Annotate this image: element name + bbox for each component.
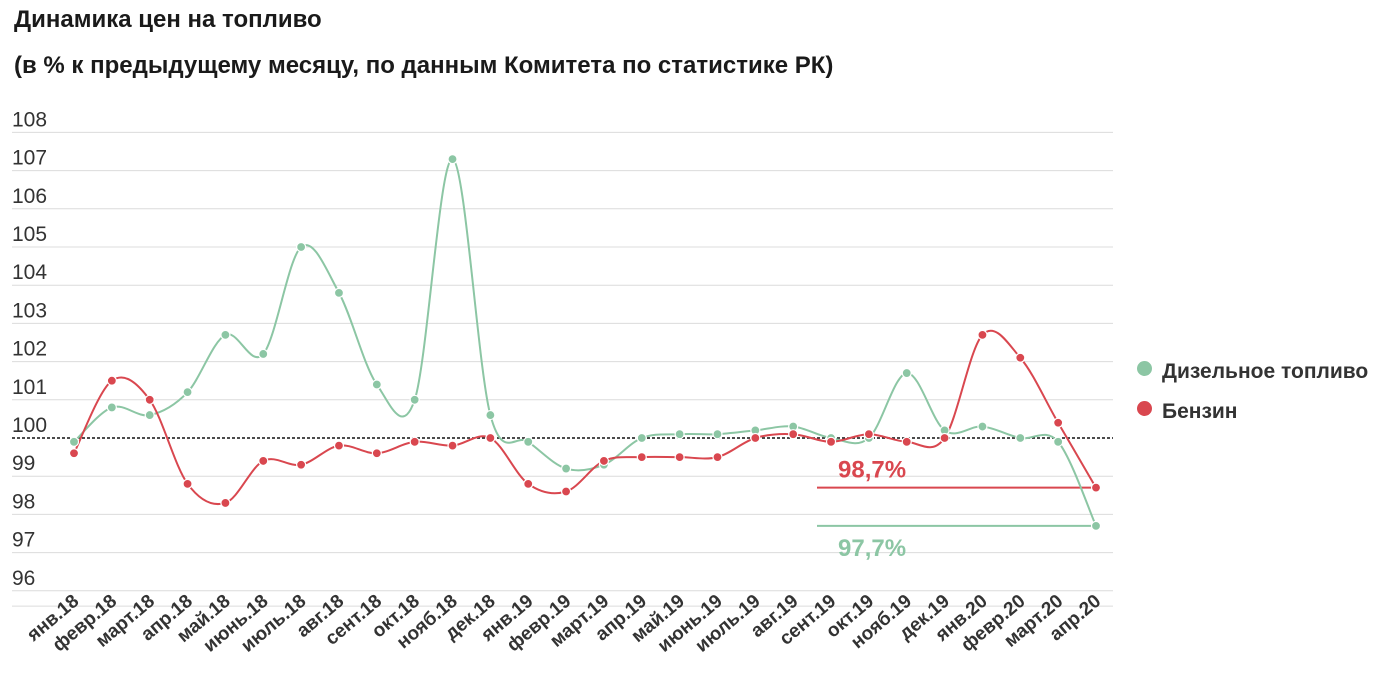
legend-diesel-marker [1137, 361, 1152, 376]
data-point-petrol [825, 436, 837, 447]
data-point-petrol [1053, 417, 1064, 428]
data-point-diesel [68, 436, 80, 447]
data-point-petrol [1090, 482, 1102, 493]
y-tick-label-103: 103 [12, 299, 47, 322]
data-point-diesel [371, 379, 382, 390]
legend-item-diesel: Дизельное топливо [1137, 360, 1368, 384]
data-point-diesel [182, 387, 193, 398]
y-tick-label-104: 104 [12, 261, 47, 284]
data-point-petrol [560, 486, 572, 497]
chart-subtitle: (в % к предыдущему месяцу, по данным Ком… [14, 52, 834, 79]
data-point-diesel [220, 329, 231, 340]
data-point-petrol [144, 394, 155, 405]
y-tick-label-96: 96 [12, 567, 35, 590]
legend-petrol-label: Бензин [1162, 400, 1238, 423]
series-line-petrol [73, 329, 1097, 505]
data-point-petrol [106, 375, 117, 386]
data-point-petrol [447, 440, 458, 451]
y-tick-label-105: 105 [12, 223, 47, 246]
data-point-petrol [409, 436, 420, 447]
data-point-petrol [68, 448, 80, 459]
data-point-diesel [144, 409, 155, 421]
data-point-diesel [712, 429, 723, 440]
data-point-diesel [636, 432, 647, 444]
data-point-petrol [371, 448, 382, 459]
data-point-diesel [106, 402, 117, 413]
annotation-label-diesel: 97,7% [838, 535, 906, 562]
data-point-diesel [523, 436, 534, 447]
data-point-petrol [1015, 352, 1026, 363]
series-line-diesel [73, 158, 1097, 527]
y-tick-label-106: 106 [12, 185, 47, 208]
y-tick-label-101: 101 [12, 376, 47, 399]
data-point-diesel [1090, 520, 1102, 531]
data-point-petrol [220, 497, 231, 509]
y-tick-label-100: 100 [12, 414, 47, 437]
y-tick-label-107: 107 [12, 147, 47, 170]
data-point-petrol [712, 452, 723, 463]
legend-petrol-marker [1137, 401, 1152, 416]
data-point-petrol [523, 478, 534, 489]
data-point-petrol [939, 432, 950, 444]
data-point-diesel [1015, 432, 1026, 444]
chart-title: Динамика цен на топливо [14, 6, 322, 33]
data-point-diesel [296, 241, 307, 253]
data-point-petrol [674, 452, 685, 463]
data-point-petrol [977, 329, 988, 340]
data-point-petrol [636, 452, 647, 463]
data-point-petrol [182, 478, 193, 489]
data-point-petrol [598, 455, 610, 467]
data-point-petrol [788, 429, 799, 440]
annotation-label-petrol: 98,7% [838, 457, 906, 484]
data-point-petrol [258, 455, 269, 467]
data-point-diesel [674, 429, 685, 440]
data-point-diesel [977, 421, 988, 432]
data-point-petrol [333, 440, 345, 451]
data-point-petrol [750, 432, 761, 444]
data-point-diesel [901, 367, 912, 379]
data-point-diesel [258, 348, 269, 360]
y-tick-label-98: 98 [12, 490, 35, 513]
data-point-diesel [485, 409, 496, 421]
legend-diesel-label: Дизельное топливо [1162, 360, 1369, 383]
data-point-diesel [560, 463, 572, 474]
y-tick-label-99: 99 [12, 452, 35, 475]
y-tick-label-102: 102 [12, 338, 47, 361]
legend-item-petrol: Бензин [1137, 400, 1238, 424]
data-point-petrol [863, 429, 874, 440]
data-point-diesel [333, 287, 345, 298]
data-point-petrol [296, 459, 307, 470]
data-point-diesel [409, 394, 420, 405]
data-point-diesel [1053, 436, 1064, 447]
y-tick-label-108: 108 [12, 108, 47, 131]
y-tick-label-97: 97 [12, 529, 35, 552]
data-point-petrol [485, 432, 496, 444]
data-point-diesel [447, 154, 458, 165]
data-point-petrol [901, 436, 912, 447]
